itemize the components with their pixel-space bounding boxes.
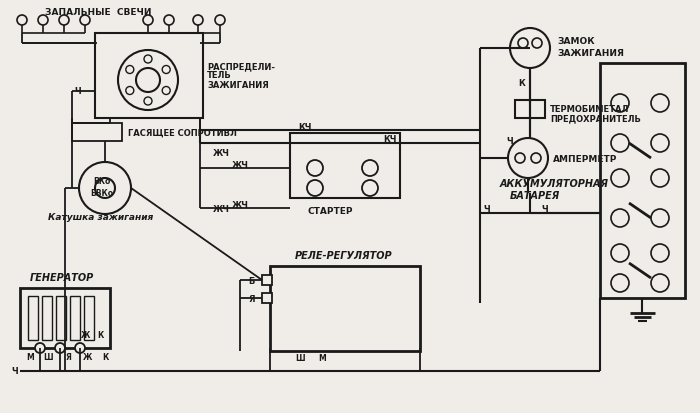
Text: БВКо: БВКо [90, 189, 113, 198]
Circle shape [611, 95, 629, 113]
Circle shape [307, 180, 323, 197]
Circle shape [162, 66, 170, 74]
Circle shape [611, 274, 629, 292]
Text: ТЕЛЬ: ТЕЛЬ [207, 71, 232, 80]
Text: Ч: Ч [75, 87, 81, 96]
Text: АМПЕРМЕТР: АМПЕРМЕТР [553, 154, 617, 163]
Bar [70, 296, 80, 340]
Text: ГЕНЕРАТОР: ГЕНЕРАТОР [30, 272, 94, 282]
Bar [20, 288, 110, 348]
Bar [515, 101, 545, 119]
Text: АККУМУЛЯТОРНАЯ: АККУМУЛЯТОРНАЯ [500, 178, 609, 189]
Text: Ч: Ч [542, 205, 548, 214]
Bar [42, 296, 52, 340]
Circle shape [611, 244, 629, 262]
Circle shape [307, 161, 323, 177]
Circle shape [162, 87, 170, 95]
Text: Ч: Ч [484, 205, 490, 214]
Text: ЗАМОК: ЗАМОК [557, 38, 594, 46]
Bar [95, 34, 203, 119]
Text: Ш: Ш [295, 354, 304, 363]
Circle shape [144, 56, 152, 64]
Text: ЗАПАЛЬНЫЕ  СВЕЧИ: ЗАПАЛЬНЫЕ СВЕЧИ [45, 7, 151, 17]
Text: ЖЧ: ЖЧ [232, 201, 248, 210]
Bar [290, 134, 400, 199]
Text: Катушка зажигания: Катушка зажигания [48, 213, 153, 222]
Circle shape [611, 135, 629, 153]
Text: ПРЕДОХРАНИТЕЛЬ: ПРЕДОХРАНИТЕЛЬ [550, 114, 641, 123]
Bar [270, 266, 420, 351]
Circle shape [611, 209, 629, 228]
Text: Ч: Ч [507, 137, 513, 146]
Circle shape [651, 274, 669, 292]
Circle shape [651, 135, 669, 153]
Text: К: К [97, 331, 103, 339]
Text: Ч: Ч [12, 367, 18, 375]
Text: ТЕРМОБИМЕТАЛ: ТЕРМОБИМЕТАЛ [550, 104, 629, 113]
Circle shape [651, 244, 669, 262]
Text: ЗАЖИГАНИЯ: ЗАЖИГАНИЯ [207, 80, 269, 89]
Text: БАТАРЕЯ: БАТАРЕЯ [510, 190, 560, 201]
Bar [28, 296, 38, 340]
Circle shape [611, 170, 629, 188]
Text: М: М [318, 354, 326, 363]
Bar [262, 275, 272, 285]
Text: ЖЧ: ЖЧ [232, 161, 248, 170]
Circle shape [651, 170, 669, 188]
Circle shape [532, 39, 542, 49]
Text: РАСПРЕДЕЛИ-: РАСПРЕДЕЛИ- [207, 62, 275, 71]
Bar [262, 293, 272, 303]
Text: Б: Б [248, 276, 255, 285]
Circle shape [35, 343, 45, 353]
Text: ЗАЖИГАНИЯ: ЗАЖИГАНИЯ [557, 50, 624, 58]
Text: КЧ: КЧ [384, 135, 397, 144]
Bar [600, 64, 685, 298]
Circle shape [126, 87, 134, 95]
Text: Я: Я [65, 353, 71, 362]
Text: Ж: Ж [83, 353, 92, 362]
Text: Я: Я [248, 294, 255, 303]
Circle shape [55, 343, 65, 353]
Circle shape [362, 180, 378, 197]
Text: ВКо: ВКо [93, 177, 111, 186]
Circle shape [362, 161, 378, 177]
Circle shape [126, 66, 134, 74]
Text: К: К [102, 353, 108, 362]
Text: Ж: Ж [81, 331, 91, 339]
Text: КЧ: КЧ [298, 122, 312, 131]
Text: К: К [519, 79, 526, 88]
Text: М: М [26, 353, 34, 362]
Circle shape [651, 209, 669, 228]
Circle shape [518, 39, 528, 49]
Circle shape [651, 95, 669, 113]
Circle shape [75, 343, 85, 353]
Circle shape [531, 154, 541, 164]
Circle shape [515, 154, 525, 164]
Text: СТАРТЕР: СТАРТЕР [307, 207, 353, 216]
Bar [56, 296, 66, 340]
Text: ЖЧ: ЖЧ [213, 149, 230, 158]
Bar [84, 296, 94, 340]
Text: РЕЛЕ-РЕГУЛЯТОР: РЕЛЕ-РЕГУЛЯТОР [295, 250, 393, 260]
Circle shape [144, 98, 152, 106]
Text: ГАСЯЩЕЕ СОПРОТИВЛ: ГАСЯЩЕЕ СОПРОТИВЛ [128, 128, 237, 137]
Bar [72, 124, 122, 142]
Text: ЖЧ: ЖЧ [213, 204, 230, 213]
Text: Ш: Ш [43, 353, 52, 362]
